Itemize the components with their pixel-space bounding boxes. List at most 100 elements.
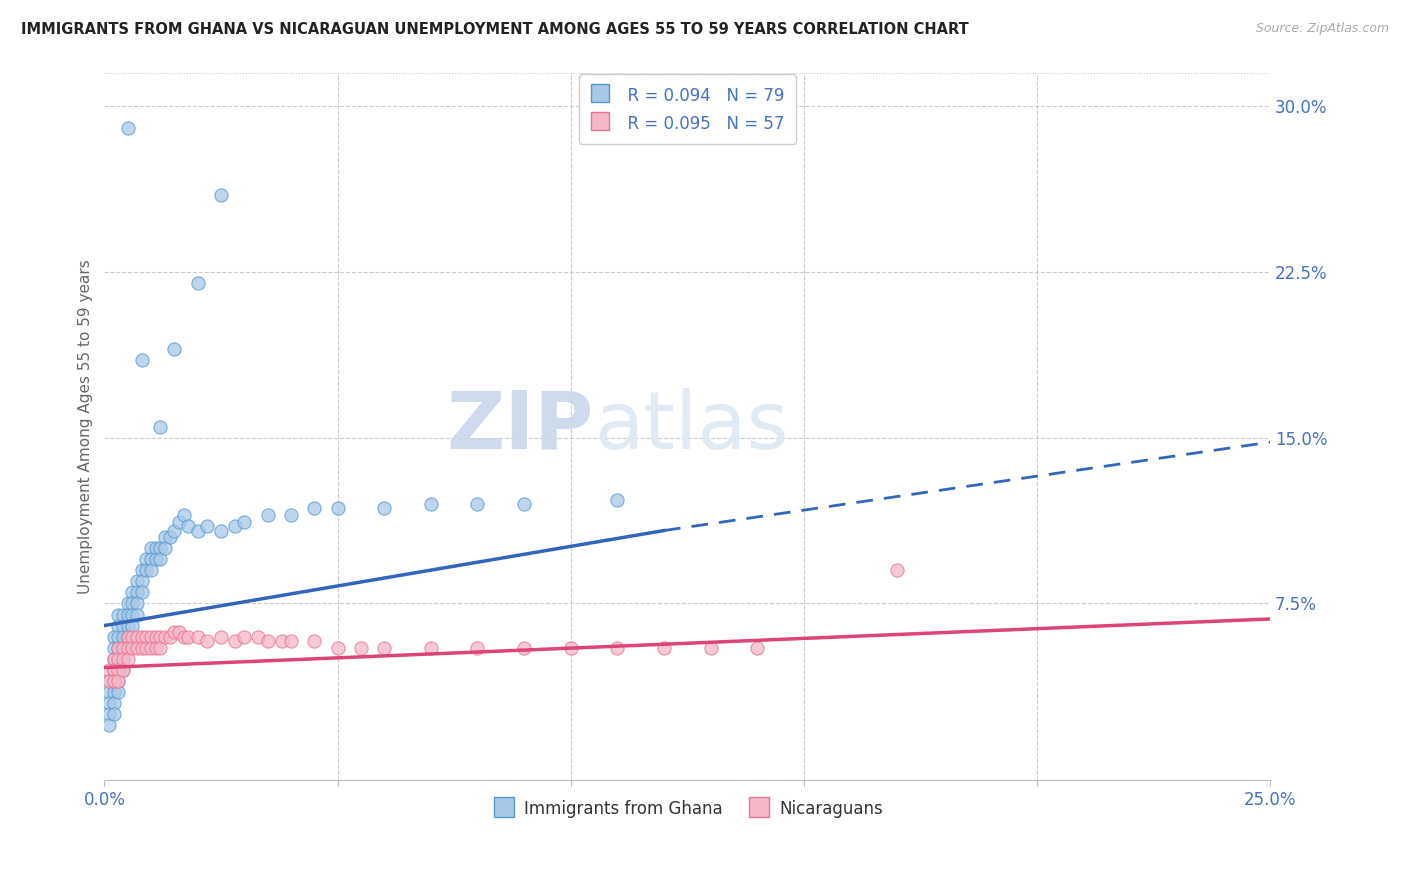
Point bbox=[98, 696, 121, 710]
Point bbox=[135, 552, 157, 566]
Point bbox=[125, 607, 148, 622]
Point bbox=[112, 607, 135, 622]
Point bbox=[103, 673, 125, 688]
Point bbox=[103, 630, 125, 644]
Point bbox=[139, 630, 162, 644]
Point bbox=[121, 618, 143, 632]
Point bbox=[153, 541, 176, 556]
Point bbox=[135, 630, 157, 644]
Point bbox=[209, 524, 232, 538]
Point bbox=[139, 640, 162, 655]
Point bbox=[112, 640, 135, 655]
Point bbox=[145, 640, 167, 655]
Point bbox=[560, 640, 582, 655]
Point bbox=[302, 501, 325, 516]
Point bbox=[419, 497, 441, 511]
Point bbox=[121, 597, 143, 611]
Point bbox=[233, 515, 256, 529]
Point bbox=[135, 640, 157, 655]
Point bbox=[103, 663, 125, 677]
Point bbox=[280, 634, 302, 648]
Point bbox=[107, 640, 129, 655]
Point bbox=[107, 663, 129, 677]
Point bbox=[302, 634, 325, 648]
Point bbox=[270, 634, 292, 648]
Point bbox=[149, 552, 172, 566]
Point bbox=[159, 530, 181, 544]
Point bbox=[103, 651, 125, 665]
Point bbox=[173, 508, 195, 522]
Point bbox=[117, 630, 139, 644]
Point bbox=[467, 640, 489, 655]
Point bbox=[125, 597, 148, 611]
Point bbox=[187, 630, 209, 644]
Point bbox=[107, 685, 129, 699]
Point bbox=[125, 640, 148, 655]
Point bbox=[153, 530, 176, 544]
Point bbox=[652, 640, 675, 655]
Point bbox=[886, 563, 908, 577]
Point bbox=[224, 519, 246, 533]
Point bbox=[103, 706, 125, 721]
Point bbox=[149, 541, 172, 556]
Point bbox=[373, 640, 395, 655]
Point bbox=[98, 673, 121, 688]
Point bbox=[125, 574, 148, 589]
Point bbox=[699, 640, 721, 655]
Point bbox=[280, 508, 302, 522]
Point bbox=[98, 663, 121, 677]
Point bbox=[145, 630, 167, 644]
Point bbox=[195, 634, 218, 648]
Point bbox=[112, 640, 135, 655]
Point bbox=[112, 630, 135, 644]
Point bbox=[167, 515, 190, 529]
Point bbox=[187, 524, 209, 538]
Point bbox=[467, 497, 489, 511]
Point bbox=[233, 630, 256, 644]
Point bbox=[149, 419, 172, 434]
Point bbox=[139, 541, 162, 556]
Point bbox=[163, 625, 186, 640]
Text: atlas: atlas bbox=[595, 388, 789, 466]
Point bbox=[103, 685, 125, 699]
Point bbox=[107, 618, 129, 632]
Point bbox=[513, 497, 536, 511]
Point bbox=[125, 585, 148, 599]
Point bbox=[103, 696, 125, 710]
Point bbox=[107, 673, 129, 688]
Point bbox=[131, 630, 153, 644]
Point bbox=[103, 640, 125, 655]
Point bbox=[117, 607, 139, 622]
Point bbox=[121, 585, 143, 599]
Point bbox=[112, 651, 135, 665]
Point bbox=[98, 718, 121, 732]
Point bbox=[177, 630, 200, 644]
Text: IMMIGRANTS FROM GHANA VS NICARAGUAN UNEMPLOYMENT AMONG AGES 55 TO 59 YEARS CORRE: IMMIGRANTS FROM GHANA VS NICARAGUAN UNEM… bbox=[21, 22, 969, 37]
Point bbox=[117, 121, 139, 136]
Point bbox=[149, 640, 172, 655]
Point bbox=[256, 508, 278, 522]
Point bbox=[153, 630, 176, 644]
Point bbox=[224, 634, 246, 648]
Point bbox=[606, 492, 628, 507]
Point bbox=[103, 651, 125, 665]
Point bbox=[117, 630, 139, 644]
Point bbox=[139, 563, 162, 577]
Point bbox=[163, 524, 186, 538]
Point bbox=[419, 640, 441, 655]
Point bbox=[747, 640, 769, 655]
Text: Source: ZipAtlas.com: Source: ZipAtlas.com bbox=[1256, 22, 1389, 36]
Point bbox=[107, 640, 129, 655]
Point bbox=[103, 663, 125, 677]
Y-axis label: Unemployment Among Ages 55 to 59 years: Unemployment Among Ages 55 to 59 years bbox=[79, 260, 93, 594]
Point bbox=[139, 552, 162, 566]
Point bbox=[117, 618, 139, 632]
Point bbox=[131, 353, 153, 368]
Point bbox=[98, 673, 121, 688]
Point bbox=[326, 640, 349, 655]
Point bbox=[606, 640, 628, 655]
Point bbox=[187, 276, 209, 290]
Point bbox=[121, 630, 143, 644]
Point bbox=[373, 501, 395, 516]
Point bbox=[112, 663, 135, 677]
